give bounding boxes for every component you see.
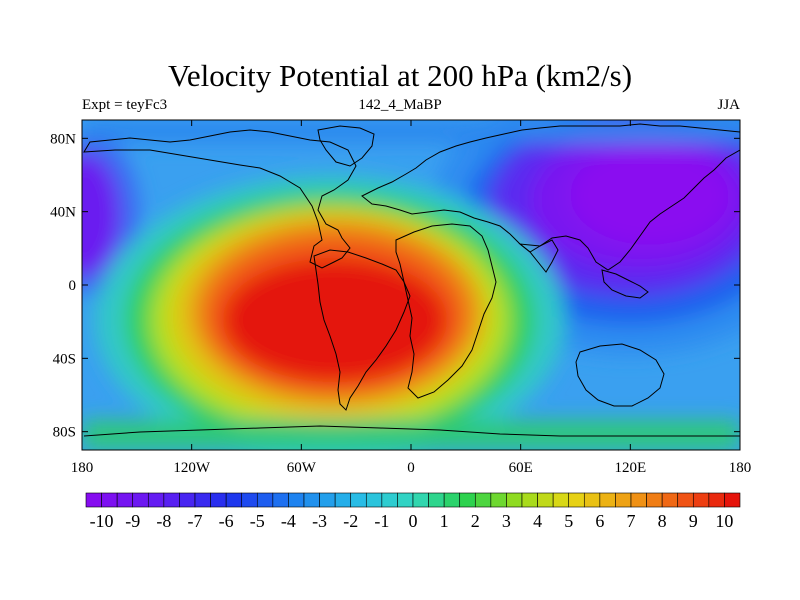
y-tick-label: 80N bbox=[50, 131, 76, 147]
colorbar-swatch bbox=[334, 492, 352, 508]
colorbar-swatch bbox=[303, 492, 320, 508]
colorbar-swatch bbox=[85, 492, 102, 508]
colorbar-swatch bbox=[241, 492, 258, 508]
colorbar-swatch bbox=[116, 492, 134, 508]
colorbar-swatch bbox=[615, 492, 632, 508]
colorbar: -10 -9 -8 -7 -6 -5 -4 -3 -2 -1 0 1 2 3 4 5 6 7 8 9 10 bbox=[85, 492, 741, 531]
maritime-continent-outline bbox=[601, 269, 649, 299]
colorbar-swatch bbox=[661, 492, 679, 508]
season-label: JJA bbox=[717, 97, 740, 113]
x-tick-label: 180 bbox=[71, 460, 94, 476]
colorbar-label: 6 bbox=[595, 511, 604, 531]
colorbar-swatch bbox=[225, 492, 243, 508]
north-america-outline bbox=[83, 129, 357, 269]
y-tick-label: 80S bbox=[53, 425, 76, 441]
plot-frame bbox=[81, 119, 741, 451]
colorbar-label: 8 bbox=[658, 511, 667, 531]
colorbar-swatch bbox=[630, 492, 647, 508]
colorbar-swatch bbox=[381, 492, 398, 508]
y-tick-label: 40S bbox=[53, 351, 76, 367]
x-tick-label: 180 bbox=[729, 460, 752, 476]
map-title: Velocity Potential at 200 hPa (km2/s) bbox=[167, 58, 633, 93]
colorbar-swatch bbox=[365, 492, 383, 508]
colorbar-label: -3 bbox=[312, 511, 327, 531]
eurasia-outline bbox=[361, 123, 740, 271]
map-axes: 180 120W 60W 0 60E 120E 180 80N 40N 0 40S 80S bbox=[50, 120, 751, 476]
colorbar-swatch bbox=[724, 492, 741, 508]
colorbar-swatch bbox=[288, 492, 305, 508]
colorbar-swatch bbox=[428, 492, 445, 508]
colorbar-label: -9 bbox=[125, 511, 140, 531]
colorbar-swatch bbox=[147, 492, 165, 508]
colorbar-label: 5 bbox=[564, 511, 573, 531]
colorbar-label: 9 bbox=[689, 511, 698, 531]
colorbar-swatch bbox=[552, 492, 570, 508]
india-outline bbox=[518, 239, 559, 273]
colorbar-label: -1 bbox=[374, 511, 389, 531]
x-tick-label: 60W bbox=[287, 460, 317, 476]
colorbar-swatch bbox=[459, 492, 476, 508]
colorbar-label: -8 bbox=[156, 511, 171, 531]
colorbar-swatch bbox=[397, 492, 414, 508]
africa-outline bbox=[395, 223, 497, 399]
colorbar-swatch bbox=[692, 492, 710, 508]
colorbar-label: 3 bbox=[502, 511, 511, 531]
south-america-outline bbox=[313, 249, 411, 411]
colorbar-swatch bbox=[583, 492, 601, 508]
experiment-label: Expt = teyFc3 bbox=[82, 97, 168, 113]
colorbar-swatch bbox=[272, 492, 289, 508]
colorbar-swatch bbox=[568, 492, 585, 508]
antarctica-outline bbox=[83, 425, 740, 437]
greenland-outline bbox=[317, 125, 375, 167]
colorbar-label: -5 bbox=[250, 511, 265, 531]
x-tick-label: 60E bbox=[509, 460, 533, 476]
colorbar-label: -2 bbox=[343, 511, 358, 531]
colorbar-label: 4 bbox=[533, 511, 542, 531]
colorbar-swatch bbox=[256, 492, 274, 508]
colorbar-label: 7 bbox=[627, 511, 636, 531]
colorbar-label: -7 bbox=[188, 511, 203, 531]
colorbar-swatch bbox=[163, 492, 180, 508]
x-tick-label: 120W bbox=[173, 460, 211, 476]
colorbar-swatch bbox=[350, 492, 367, 508]
case-label: 142_4_MaBP bbox=[358, 97, 442, 113]
colorbar-swatch bbox=[490, 492, 507, 508]
colorbar-label: 1 bbox=[440, 511, 449, 531]
x-tick-label: 0 bbox=[407, 460, 415, 476]
colorbar-swatch bbox=[474, 492, 492, 508]
colorbar-swatch bbox=[179, 492, 196, 508]
colorbar-label: -10 bbox=[90, 511, 114, 531]
colorbar-swatch bbox=[677, 492, 694, 508]
x-tick-label: 120E bbox=[614, 460, 646, 476]
colorbar-label: -6 bbox=[219, 511, 234, 531]
colorbar-swatch bbox=[132, 492, 149, 508]
australia-outline bbox=[575, 343, 665, 407]
colorbar-swatch bbox=[101, 492, 118, 508]
field-layer bbox=[82, 120, 740, 450]
y-tick-label: 0 bbox=[69, 278, 77, 294]
colorbar-swatch bbox=[537, 492, 554, 508]
y-tick-label: 40N bbox=[50, 205, 76, 221]
colorbar-label: 0 bbox=[409, 511, 418, 531]
colorbar-swatch bbox=[708, 492, 725, 508]
colorbar-swatch bbox=[319, 492, 336, 508]
colorbar-swatch bbox=[599, 492, 616, 508]
colorbar-swatch bbox=[412, 492, 429, 508]
coastlines bbox=[83, 123, 740, 437]
colorbar-swatch bbox=[443, 492, 461, 508]
colorbar-label: 10 bbox=[715, 511, 733, 531]
colorbar-swatch bbox=[210, 492, 227, 508]
colorbar-label: -4 bbox=[281, 511, 296, 531]
colorbar-label: 2 bbox=[471, 511, 480, 531]
colorbar-swatch bbox=[194, 492, 211, 508]
colorbar-swatch bbox=[521, 492, 538, 508]
colorbar-swatch bbox=[646, 492, 663, 508]
colorbar-swatch bbox=[506, 492, 523, 508]
